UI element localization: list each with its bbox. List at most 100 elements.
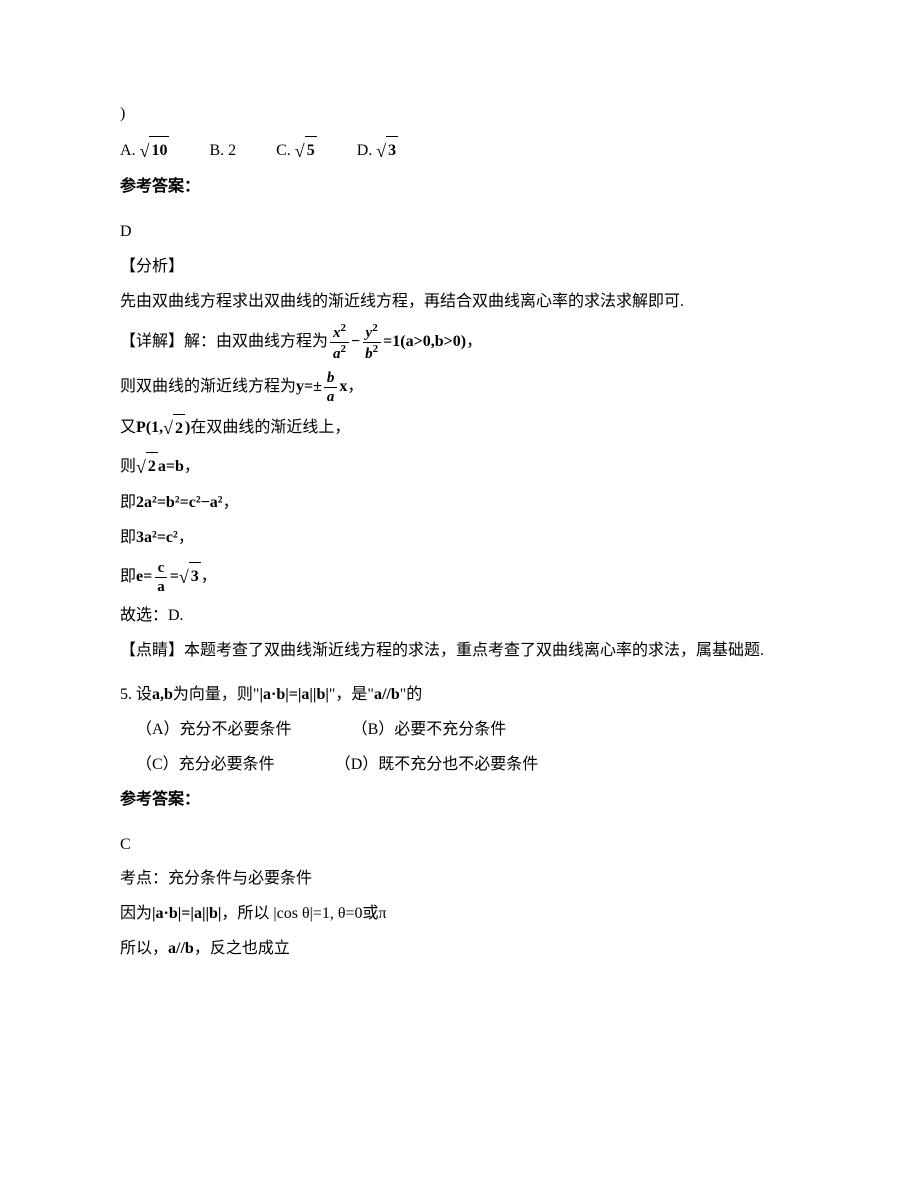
so-suffix: ，反之也成立 — [194, 935, 290, 964]
then2-prefix: 即 — [120, 489, 136, 518]
q5-opt-b: （B）必要不充分条件 — [352, 716, 507, 745]
comma: ， — [201, 563, 217, 592]
spacer — [120, 208, 800, 218]
q5-opt-d: （D）既不充分也不必要条件 — [335, 751, 539, 780]
option-d-label: D. — [357, 137, 373, 166]
sqrt-10: √ 10 — [140, 135, 170, 167]
sqrt-sign-icon: √ — [376, 135, 386, 167]
eq-sign: = — [170, 563, 179, 592]
analysis-label: 【分析】 — [120, 253, 800, 282]
q5-answer: C — [120, 831, 800, 860]
comma: ， — [466, 328, 482, 357]
frac-ca: c a — [154, 559, 168, 596]
minus-sign: − — [351, 328, 360, 357]
e-eq: e= — [136, 563, 152, 592]
q5-opt-c: （C）充分必要条件 — [136, 751, 275, 780]
q5-answer-header-text: 参考答案： — [120, 786, 200, 815]
comment-label: 【点睛】 — [120, 637, 184, 666]
so-prefix: 所以， — [120, 935, 168, 964]
because-eq: |a·b|=|a||b| — [152, 900, 221, 929]
q5-eq1: |a·b|=|a||b| — [259, 681, 328, 710]
because-prefix: 因为 — [120, 900, 152, 929]
sqrt-sign-icon: √ — [295, 135, 305, 167]
point-suffix: 在双曲线的渐近线上， — [190, 414, 350, 443]
frac-a: a — [324, 388, 338, 406]
analysis-label-text: 【分析】 — [120, 253, 184, 282]
sqrt-sign-icon: √ — [163, 412, 173, 444]
frac-den: a2 — [330, 343, 349, 363]
sqrt-2-val: 2 — [146, 452, 158, 482]
frac-ba: b a — [324, 369, 338, 406]
spacer — [120, 671, 800, 681]
q5-text3: "的 — [400, 681, 423, 710]
answer-header: 参考答案： — [120, 173, 800, 202]
option-a: A. √ 10 — [120, 135, 169, 167]
eccentricity-eq: e= c a = √ 3 — [136, 559, 201, 596]
option-b-label: B. 2 — [209, 137, 236, 166]
equals-one: =1 — [383, 328, 400, 357]
detail-label: 【详解】解：由双曲线方程为 — [120, 328, 328, 357]
sqrt-10-val: 10 — [149, 136, 169, 166]
so-parallel: a//b — [168, 935, 194, 964]
comma: ， — [223, 489, 239, 518]
point-P: P(1, — [136, 414, 163, 443]
then2-eq: 2a²=b²=c²−a² — [136, 489, 223, 518]
q4-options-row: A. √ 10 B. 2 C. √ 5 D. √ 3 — [120, 135, 800, 167]
then4-prefix: 即 — [120, 563, 136, 592]
q4-closing-paren: ) — [120, 100, 800, 129]
closing-text: ) — [120, 100, 125, 129]
sqrt-3-ecc: √ 3 — [179, 561, 201, 593]
spacer — [120, 821, 800, 831]
sqrt-5: √ 5 — [295, 135, 317, 167]
q5-because: 因为 |a·b|=|a||b| ，所以 |cos θ|=1, θ=0或π — [120, 900, 800, 929]
q5-opt-a: （A）充分不必要条件 — [136, 716, 292, 745]
analysis-text: 先由双曲线方程求出双曲线的渐近线方程，再结合双曲线离心率的求法求解即可. — [120, 288, 800, 317]
q5-row1: （A）充分不必要条件 （B）必要不充分条件 — [136, 716, 800, 745]
point-prefix: 又 — [120, 414, 136, 443]
frac-b: b — [324, 369, 338, 388]
sqrt-2-point: √ 2 — [163, 412, 185, 444]
then1-prefix: 则 — [120, 453, 136, 482]
then4-line: 即 e= c a = √ 3 ， — [120, 559, 800, 596]
comma: ， — [178, 524, 194, 553]
detail-line: 【详解】解：由双曲线方程为 x2 a2 − y2 b2 =1 (a>0,b>0)… — [120, 322, 800, 363]
q5-so: 所以， a//b ，反之也成立 — [120, 935, 800, 964]
comment-text: 本题考查了双曲线渐近线方程的求法，重点考查了双曲线离心率的求法，属基础题. — [184, 637, 764, 666]
frac-c: c — [155, 559, 168, 578]
asymptote-line: 则双曲线的渐近线方程为 y=± b a x ， — [120, 369, 800, 406]
hyperbola-eq: x2 a2 − y2 b2 =1 (a>0,b>0) — [328, 322, 466, 363]
option-a-label: A. — [120, 137, 136, 166]
option-b: B. 2 — [209, 137, 236, 166]
sqrt-3-val: 3 — [189, 562, 201, 592]
option-c-label: C. — [276, 137, 291, 166]
option-d: D. √ 3 — [357, 135, 398, 167]
conclusion: 故选：D. — [120, 602, 800, 631]
q5-row2: （C）充分必要条件 （D）既不充分也不必要条件 — [136, 751, 800, 780]
frac-x2a2: x2 a2 — [330, 322, 349, 363]
y-eq-pm: y=± — [296, 373, 322, 402]
sqrt-3: √ 3 — [376, 135, 398, 167]
comment-line: 【点睛】本题考查了双曲线渐近线方程的求法，重点考查了双曲线离心率的求法，属基础题… — [120, 637, 800, 666]
sqrt-sign-icon: √ — [140, 135, 150, 167]
condition: (a>0,b>0) — [400, 328, 466, 357]
analysis-content: 先由双曲线方程求出双曲线的渐近线方程，再结合双曲线离心率的求法求解即可. — [120, 288, 684, 317]
frac-y2b2: y2 b2 — [362, 322, 381, 363]
sqrt-3-val: 3 — [386, 136, 398, 166]
asymptote-prefix: 则双曲线的渐近线方程为 — [120, 373, 296, 402]
sqrt-sign-icon: √ — [179, 561, 189, 593]
q5-topic: 考点：充分条件与必要条件 — [120, 865, 800, 894]
q5-topic-text: 考点：充分条件与必要条件 — [120, 865, 312, 894]
then3-prefix: 即 — [120, 524, 136, 553]
q5-parallel: a//b — [374, 681, 400, 710]
comma: ， — [347, 373, 363, 402]
option-c: C. √ 5 — [276, 135, 317, 167]
sqrt-sign-icon: √ — [136, 451, 146, 483]
q5-text1: 为向量，则" — [173, 681, 260, 710]
sqrt-2-val: 2 — [173, 414, 185, 444]
then3-line: 即 3a²=c² ， — [120, 524, 800, 553]
x-suffix: x — [339, 373, 347, 402]
q5-vectors: a,b — [152, 681, 173, 710]
frac-den: b2 — [362, 343, 381, 363]
frac-num: x2 — [330, 322, 349, 343]
answer-header-text: 参考答案： — [120, 173, 200, 202]
